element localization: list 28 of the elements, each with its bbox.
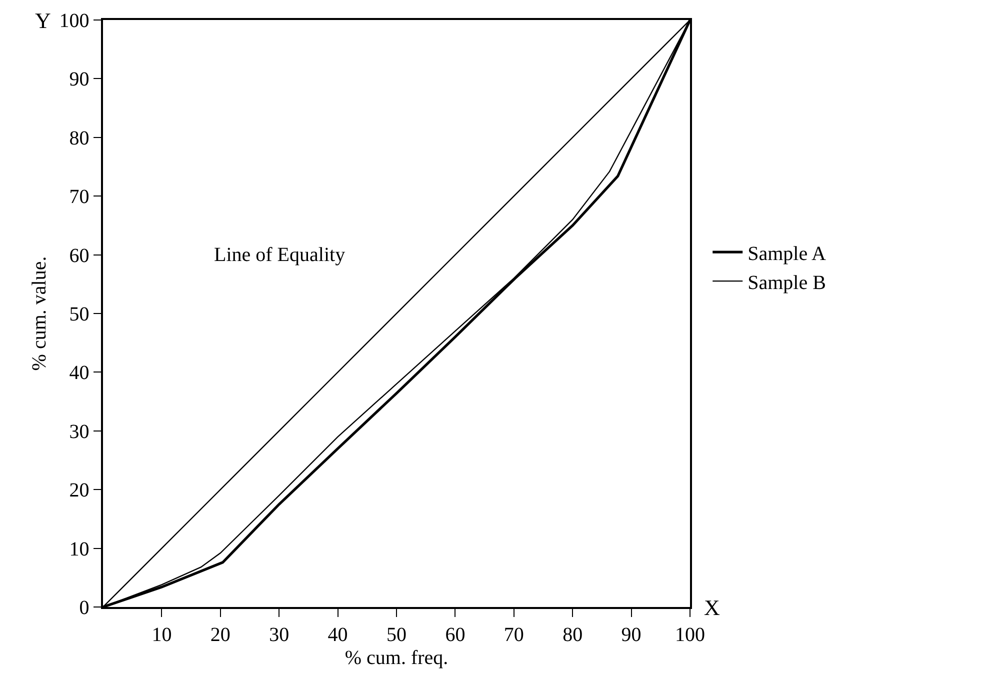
y-tick-label: 30 xyxy=(69,420,90,443)
y-tick-label: 60 xyxy=(69,244,90,267)
x-tick-label: 40 xyxy=(328,624,348,646)
x-tick-label: 50 xyxy=(386,624,406,646)
x-tick-label: 30 xyxy=(269,624,290,646)
x-tick-label: 90 xyxy=(621,624,642,646)
y-tick-label: 70 xyxy=(69,186,90,208)
y-tick-label: 80 xyxy=(69,127,90,150)
legend-label: Sample B xyxy=(748,272,826,294)
y-axis-title: % cum. value. xyxy=(28,256,50,371)
x-tick-label: 80 xyxy=(562,624,583,646)
x-tick-label: 70 xyxy=(504,624,524,646)
y-tick-label: 20 xyxy=(69,480,90,502)
x-tick-label: 60 xyxy=(445,624,466,646)
x-axis-title: % cum. freq. xyxy=(344,646,448,669)
annotation: Line of Equality xyxy=(214,244,346,266)
y-tick-label: 50 xyxy=(69,304,90,326)
legend-label: Sample A xyxy=(748,242,826,265)
y-tick-label: 90 xyxy=(69,68,90,91)
y-tick-label: 40 xyxy=(69,362,90,384)
x-tick-label: 100 xyxy=(675,624,705,646)
text: Y xyxy=(35,8,51,33)
y-tick-label: 100 xyxy=(59,10,90,32)
text: X xyxy=(704,595,720,620)
x-tick-label: 10 xyxy=(152,624,172,646)
y-tick-label: 10 xyxy=(69,538,90,560)
y-tick-label: 0 xyxy=(79,597,90,619)
x-tick-label: 20 xyxy=(210,624,230,646)
